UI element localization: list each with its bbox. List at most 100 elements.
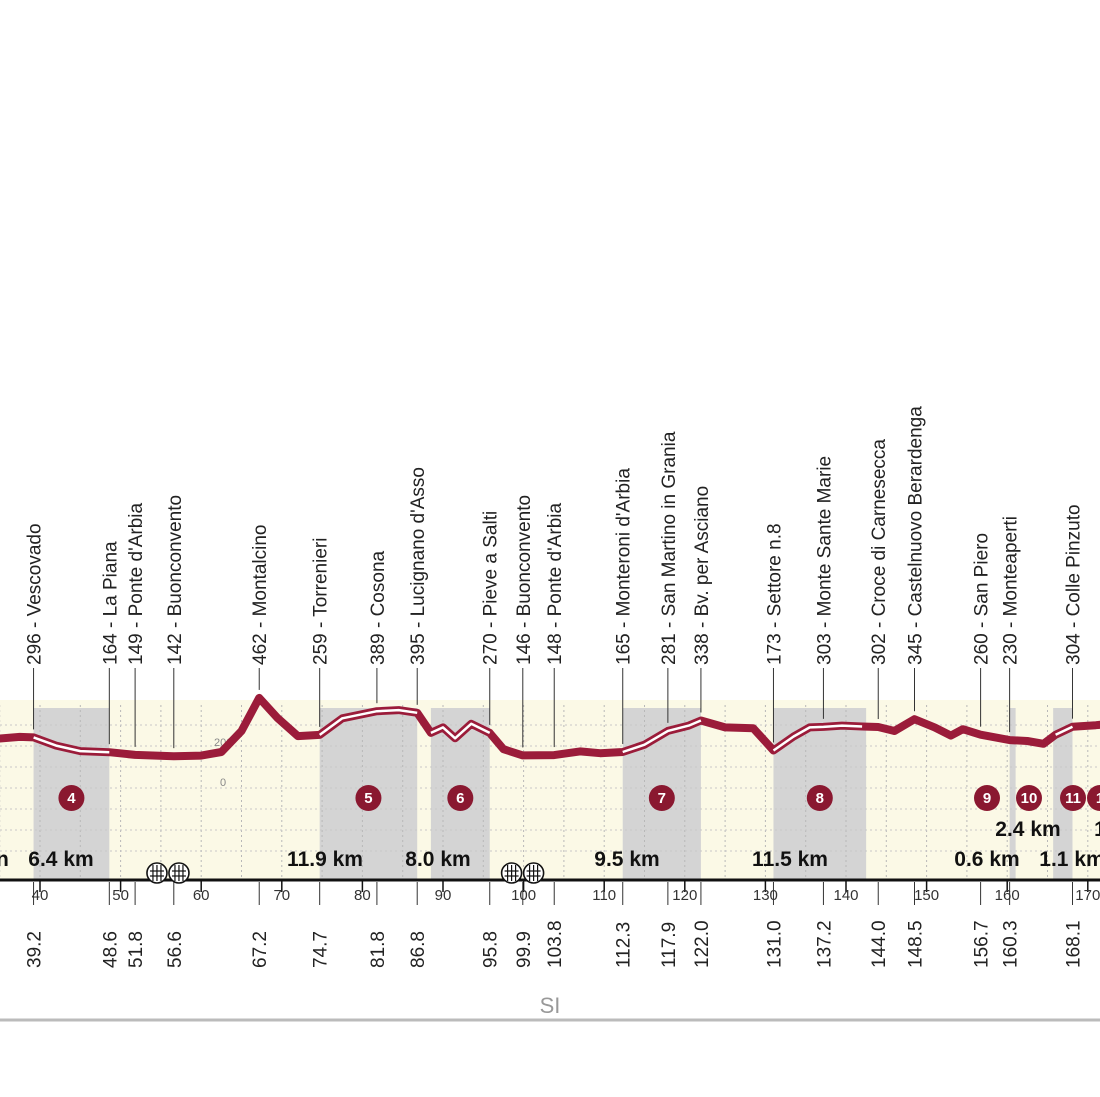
sector-marker-4: 4 6.4 km bbox=[28, 785, 94, 871]
sector-number-5: 5 bbox=[364, 790, 372, 807]
sector-marker-10: 10 2.4 km bbox=[995, 785, 1061, 841]
elevation-line-outline bbox=[0, 693, 1100, 761]
sector-length-6: 8.0 km bbox=[405, 848, 470, 871]
sector-number-11: 11 bbox=[1065, 790, 1081, 807]
sector-number-6: 6 bbox=[456, 790, 464, 807]
sector-number-10: 10 bbox=[1021, 790, 1038, 807]
province-footer: SI bbox=[0, 993, 1100, 1022]
location-label-17: 345 - Castelnuovo Berardenga bbox=[906, 406, 927, 665]
sector-marker-9: 9 0.6 km bbox=[954, 785, 1020, 871]
sector-marker-11: 11 1.1 km bbox=[1039, 785, 1100, 871]
location-km-16: 144.0 bbox=[869, 920, 890, 968]
distance-tick-label-170: 170 bbox=[1075, 887, 1100, 904]
location-label-7: 395 - Lucignano d'Asso bbox=[408, 467, 429, 665]
distance-tick-label-70: 70 bbox=[273, 887, 290, 904]
location-label-11: 165 - Monteroni d'Arbia bbox=[614, 468, 635, 665]
distance-tick-label-90: 90 bbox=[435, 887, 452, 904]
rail-crossing-icon bbox=[146, 862, 168, 884]
sector-line-stripe-8 bbox=[772, 724, 863, 752]
location-km-0: 39.2 bbox=[25, 931, 46, 968]
profile-area-fill bbox=[0, 700, 1100, 880]
sector-markers: n 4 6.4 km 5 11.9 km 6 8.0 km 7 9.5 km 8 11.5 km 9… bbox=[0, 785, 1100, 871]
province-label: SI bbox=[540, 993, 561, 1018]
location-label-8: 270 - Pieve a Salti bbox=[481, 511, 502, 665]
sector-badge-4 bbox=[58, 785, 85, 811]
location-label-2: 149 - Ponte d'Arbia bbox=[126, 503, 147, 665]
location-label-4: 462 - Montalcino bbox=[250, 525, 271, 665]
altitude-tick-0: 0 bbox=[220, 777, 226, 789]
location-label-0: 296 - Vescovado bbox=[25, 523, 46, 665]
location-label-5: 259 - Torrenieri bbox=[311, 538, 332, 665]
location-label-12: 281 - San Martino in Grania bbox=[659, 431, 680, 665]
location-km-18: 156.7 bbox=[972, 920, 993, 968]
distance-tick-label-80: 80 bbox=[354, 887, 371, 904]
sector-line-stripe-4 bbox=[33, 736, 110, 754]
sector-line-stripe-6 bbox=[430, 722, 491, 740]
sector-marker-8: 8 11.5 km bbox=[752, 785, 833, 871]
sector-marker-6: 6 8.0 km bbox=[405, 785, 474, 871]
sector-line-stripe-7 bbox=[622, 719, 702, 754]
location-label-18: 260 - San Piero bbox=[972, 533, 993, 665]
location-label-9: 146 - Buonconvento bbox=[514, 495, 535, 665]
sector-badge-5 bbox=[355, 785, 382, 811]
sector-length-9: 0.6 km bbox=[954, 848, 1019, 871]
location-km-7: 86.8 bbox=[408, 931, 429, 968]
sector-badge-10 bbox=[1016, 785, 1042, 811]
distance-tick-label-140: 140 bbox=[833, 887, 858, 904]
sector-length-8: 11.5 km bbox=[752, 848, 828, 871]
distance-tick-label-120: 120 bbox=[672, 887, 697, 904]
sector-length-10: 2.4 km bbox=[995, 818, 1060, 841]
sector-badge-9 bbox=[974, 785, 1000, 811]
sector-marker-5: 5 11.9 km bbox=[287, 785, 382, 871]
sector-badge-7 bbox=[648, 785, 675, 811]
rail-crossings bbox=[146, 862, 545, 884]
location-km-10: 103.8 bbox=[545, 920, 566, 968]
location-label-13: 338 - Bv. per Asciano bbox=[692, 486, 713, 665]
sector-length-5: 11.9 km bbox=[287, 848, 363, 871]
location-km-5: 74.7 bbox=[311, 931, 332, 968]
distance-tick-label-100: 100 bbox=[511, 887, 536, 904]
location-km-20: 168.1 bbox=[1063, 920, 1084, 968]
location-km-17: 148.5 bbox=[906, 920, 927, 968]
location-km-2: 51.8 bbox=[126, 931, 147, 968]
distance-tick-labels: 40 50 60 70 80 90 100 110 120 130 140 150 160 170 bbox=[32, 880, 1100, 904]
profile-background bbox=[0, 700, 1100, 880]
sector-line-stripe-10 bbox=[1055, 725, 1074, 736]
rail-crossing-icon bbox=[522, 862, 545, 884]
sector-badge-11 bbox=[1060, 785, 1086, 811]
location-labels: 296 - Vescovado 164 - La Piana 149 - Ponte… bbox=[25, 406, 1085, 665]
location-label-14: 173 - Settore n.8 bbox=[764, 523, 785, 665]
sector-length-11: 1.1 km bbox=[1039, 848, 1100, 871]
sector-number-8: 8 bbox=[816, 790, 824, 807]
sector-line-stripe-5 bbox=[318, 708, 418, 736]
distance-tick-label-150: 150 bbox=[914, 887, 939, 904]
sector-badge-1 bbox=[1087, 785, 1100, 811]
distance-tick-label-60: 60 bbox=[193, 887, 210, 904]
location-km-1: 48.6 bbox=[100, 931, 121, 968]
location-km-19: 160.3 bbox=[1001, 920, 1022, 968]
location-km-14: 131.0 bbox=[764, 920, 785, 968]
elevation-line bbox=[0, 693, 1100, 761]
sector-number-1: 1 bbox=[1096, 790, 1100, 807]
distance-tick-label-160: 160 bbox=[995, 887, 1020, 904]
sector-length-4: 6.4 km bbox=[28, 848, 93, 871]
location-km-9: 99.9 bbox=[514, 931, 535, 968]
gravel-sector-band-9 bbox=[1009, 708, 1016, 880]
location-label-16: 302 - Croce di Carnesecca bbox=[869, 439, 890, 665]
sector-marker-1: 11 bbox=[1087, 785, 1100, 841]
location-label-6: 389 - Cosona bbox=[368, 550, 389, 665]
location-km-12: 117.9 bbox=[659, 922, 680, 968]
location-km-6: 81.8 bbox=[368, 931, 389, 968]
sector-number-4: 4 bbox=[67, 790, 76, 807]
location-km-4: 67.2 bbox=[250, 931, 271, 968]
sector-number-9: 9 bbox=[983, 790, 991, 807]
location-label-10: 148 - Ponte d'Arbia bbox=[545, 503, 566, 665]
location-km-15: 137.2 bbox=[814, 920, 835, 968]
sector-length-7: 9.5 km bbox=[594, 848, 659, 871]
distance-tick-label-110: 110 bbox=[592, 887, 616, 904]
distance-tick-label-40: 40 bbox=[32, 887, 49, 904]
sector-badge-6 bbox=[447, 785, 474, 811]
location-label-3: 142 - Buonconvento bbox=[165, 495, 186, 665]
location-km-labels: 39.2 48.6 51.8 56.6 67.2 74.7 81.8 86.8 95.8 99.9… bbox=[25, 920, 1085, 968]
